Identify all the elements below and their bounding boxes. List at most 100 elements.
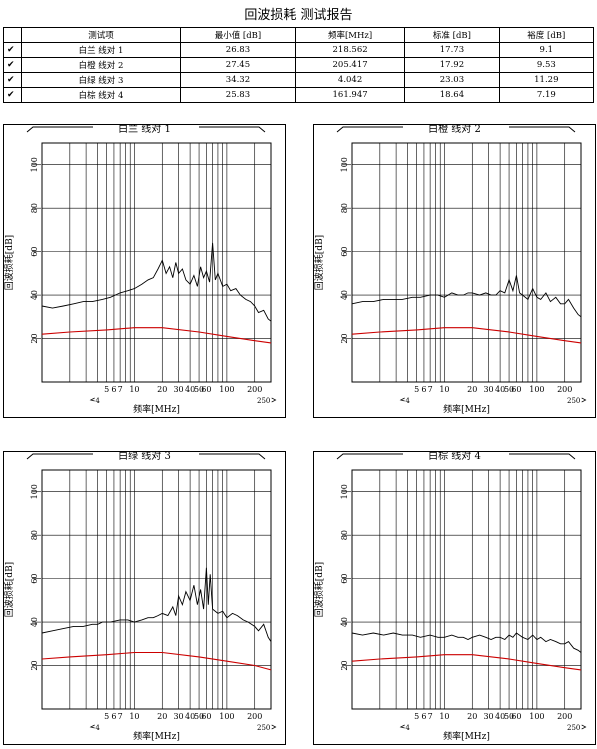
- x-extra-arrow: [89, 397, 95, 402]
- x-axis-label: 频率[MHz]: [133, 403, 180, 415]
- x-tick-label: 50: [504, 712, 514, 721]
- summary-table: 测试项 最小值 [dB] 频率[MHz] 标准 [dB] 裕度 [dB] ✔ 白…: [3, 27, 595, 103]
- table-row: ✔ 白棕 线对 4 25.83 161.947 18.64 7.19: [3, 87, 595, 103]
- x-axis-label: 频率[MHz]: [443, 403, 490, 415]
- x-tick-label: 5: [414, 712, 419, 721]
- x-tick-label: 100: [529, 712, 544, 721]
- plot-area: [41, 142, 272, 383]
- table-header-check: [3, 27, 22, 43]
- plot-area: [351, 469, 582, 710]
- x-tick-label: 40: [185, 712, 195, 721]
- page-title: 回波损耗 测试报告: [244, 8, 353, 23]
- table-header-margin: 裕度 [dB]: [498, 27, 595, 43]
- x-tick-label: 10: [129, 385, 139, 394]
- chart-panel-pair-2: 白橙 线对 2 5 6 7 10 20 30 40 50 60 100 200 4 250 频率[MHz] 2…: [313, 124, 596, 418]
- return-loss-series-line: [351, 275, 582, 318]
- y-axis-label: 回波损耗[dB]: [3, 562, 15, 617]
- x-tick-label: 40: [495, 712, 505, 721]
- x-tick-label: 20: [157, 385, 167, 394]
- title-bracket-right: [509, 126, 576, 133]
- x-tick-label: 20: [467, 712, 477, 721]
- table-row: ✔ 白绿 线对 3 34.32 4.042 23.03 11.29: [3, 72, 595, 88]
- plot-area: [41, 469, 272, 710]
- chart-panel-pair-1: 白兰 线对 1 5 6 7 10 20 30 40 50 60 100 200 4 250 频率[MHz] 2…: [3, 124, 286, 418]
- x-tick-label: 60: [201, 385, 211, 394]
- return-loss-series-line: [41, 242, 272, 322]
- check-icon: ✔: [3, 57, 22, 73]
- x-tick-label: 200: [247, 385, 262, 394]
- check-icon: ✔: [3, 72, 22, 88]
- x-tick-label: 200: [557, 712, 572, 721]
- chart-title: 白兰 线对 1: [118, 124, 171, 135]
- x-extra-arrow: [581, 724, 587, 730]
- pair-name: 白棕 线对 4: [21, 87, 181, 103]
- limit-series-line: [41, 651, 272, 671]
- x-tick-label: 7: [428, 712, 433, 721]
- x-extra-label: 250: [567, 724, 580, 732]
- title-bracket-right: [199, 453, 266, 460]
- x-tick-label: 50: [504, 385, 514, 394]
- x-tick-label: 6: [421, 712, 426, 721]
- x-extra-arrow: [581, 397, 587, 403]
- x-axis-label: 频率[MHz]: [133, 730, 180, 742]
- x-extra-arrow: [271, 397, 277, 403]
- table-header-item: 测试项: [21, 27, 181, 43]
- table-header-freq: 频率[MHz]: [294, 27, 406, 43]
- x-tick-label: 10: [439, 712, 449, 721]
- x-tick-label: 10: [129, 712, 139, 721]
- x-extra-label: 4: [95, 397, 100, 405]
- table-header-min: 最小值 [dB]: [180, 27, 296, 43]
- limit-series-line: [41, 327, 272, 344]
- return-loss-series-line: [41, 567, 272, 642]
- table-header-limit: 标准 [dB]: [404, 27, 500, 43]
- pair-name: 白橙 线对 2: [21, 57, 181, 73]
- x-extra-arrow: [399, 724, 405, 729]
- x-tick-label: 50: [194, 712, 204, 721]
- x-tick-label: 30: [173, 385, 183, 394]
- margin-value: 7.19: [498, 87, 595, 103]
- x-tick-label: 30: [483, 385, 493, 394]
- x-extra-label: 250: [567, 397, 580, 405]
- chart-panel-pair-3: 白绿 线对 3 5 6 7 10 20 30 40 50 60 100 200 4 250 频率[MHz] 2…: [3, 451, 286, 745]
- min-value: 34.32: [180, 72, 296, 88]
- x-tick-label: 200: [247, 712, 262, 721]
- limit-value: 23.03: [404, 72, 500, 88]
- x-tick-label: 100: [529, 385, 544, 394]
- y-axis-label: 回波损耗[dB]: [313, 235, 325, 290]
- chart-title: 白棕 线对 4: [428, 451, 481, 462]
- x-tick-label: 40: [185, 385, 195, 394]
- limit-value: 18.64: [404, 87, 500, 103]
- x-tick-label: 10: [439, 385, 449, 394]
- x-tick-label: 200: [557, 385, 572, 394]
- x-tick-label: 7: [118, 385, 123, 394]
- check-icon: ✔: [3, 42, 22, 58]
- title-bracket-left: [26, 453, 93, 460]
- table-row: ✔ 白兰 线对 1 26.83 218.562 17.73 9.1: [3, 42, 595, 58]
- table-header-row: 测试项 最小值 [dB] 频率[MHz] 标准 [dB] 裕度 [dB]: [3, 27, 595, 43]
- title-bracket-left: [336, 453, 403, 460]
- x-extra-label: 4: [405, 397, 410, 405]
- x-tick-label: 30: [483, 712, 493, 721]
- x-tick-label: 6: [111, 385, 116, 394]
- x-extra-arrow: [271, 724, 277, 730]
- freq-value: 218.562: [294, 42, 406, 58]
- x-tick-label: 100: [219, 712, 234, 721]
- x-tick-label: 50: [194, 385, 204, 394]
- pair-name: 白兰 线对 1: [21, 42, 181, 58]
- y-axis-label: 回波损耗[dB]: [3, 235, 15, 290]
- x-extra-label: 250: [257, 724, 270, 732]
- x-tick-label: 20: [467, 385, 477, 394]
- x-tick-label: 7: [428, 385, 433, 394]
- margin-value: 11.29: [498, 72, 595, 88]
- title-bracket-left: [336, 126, 403, 133]
- pair-name: 白绿 线对 3: [21, 72, 181, 88]
- x-extra-label: 4: [405, 724, 410, 732]
- x-tick-label: 6: [421, 385, 426, 394]
- x-tick-label: 100: [219, 385, 234, 394]
- x-axis-label: 频率[MHz]: [443, 730, 490, 742]
- plot-area: [351, 142, 582, 383]
- title-bracket-right: [509, 453, 576, 460]
- x-extra-arrow: [399, 397, 405, 402]
- limit-series-line: [351, 327, 582, 344]
